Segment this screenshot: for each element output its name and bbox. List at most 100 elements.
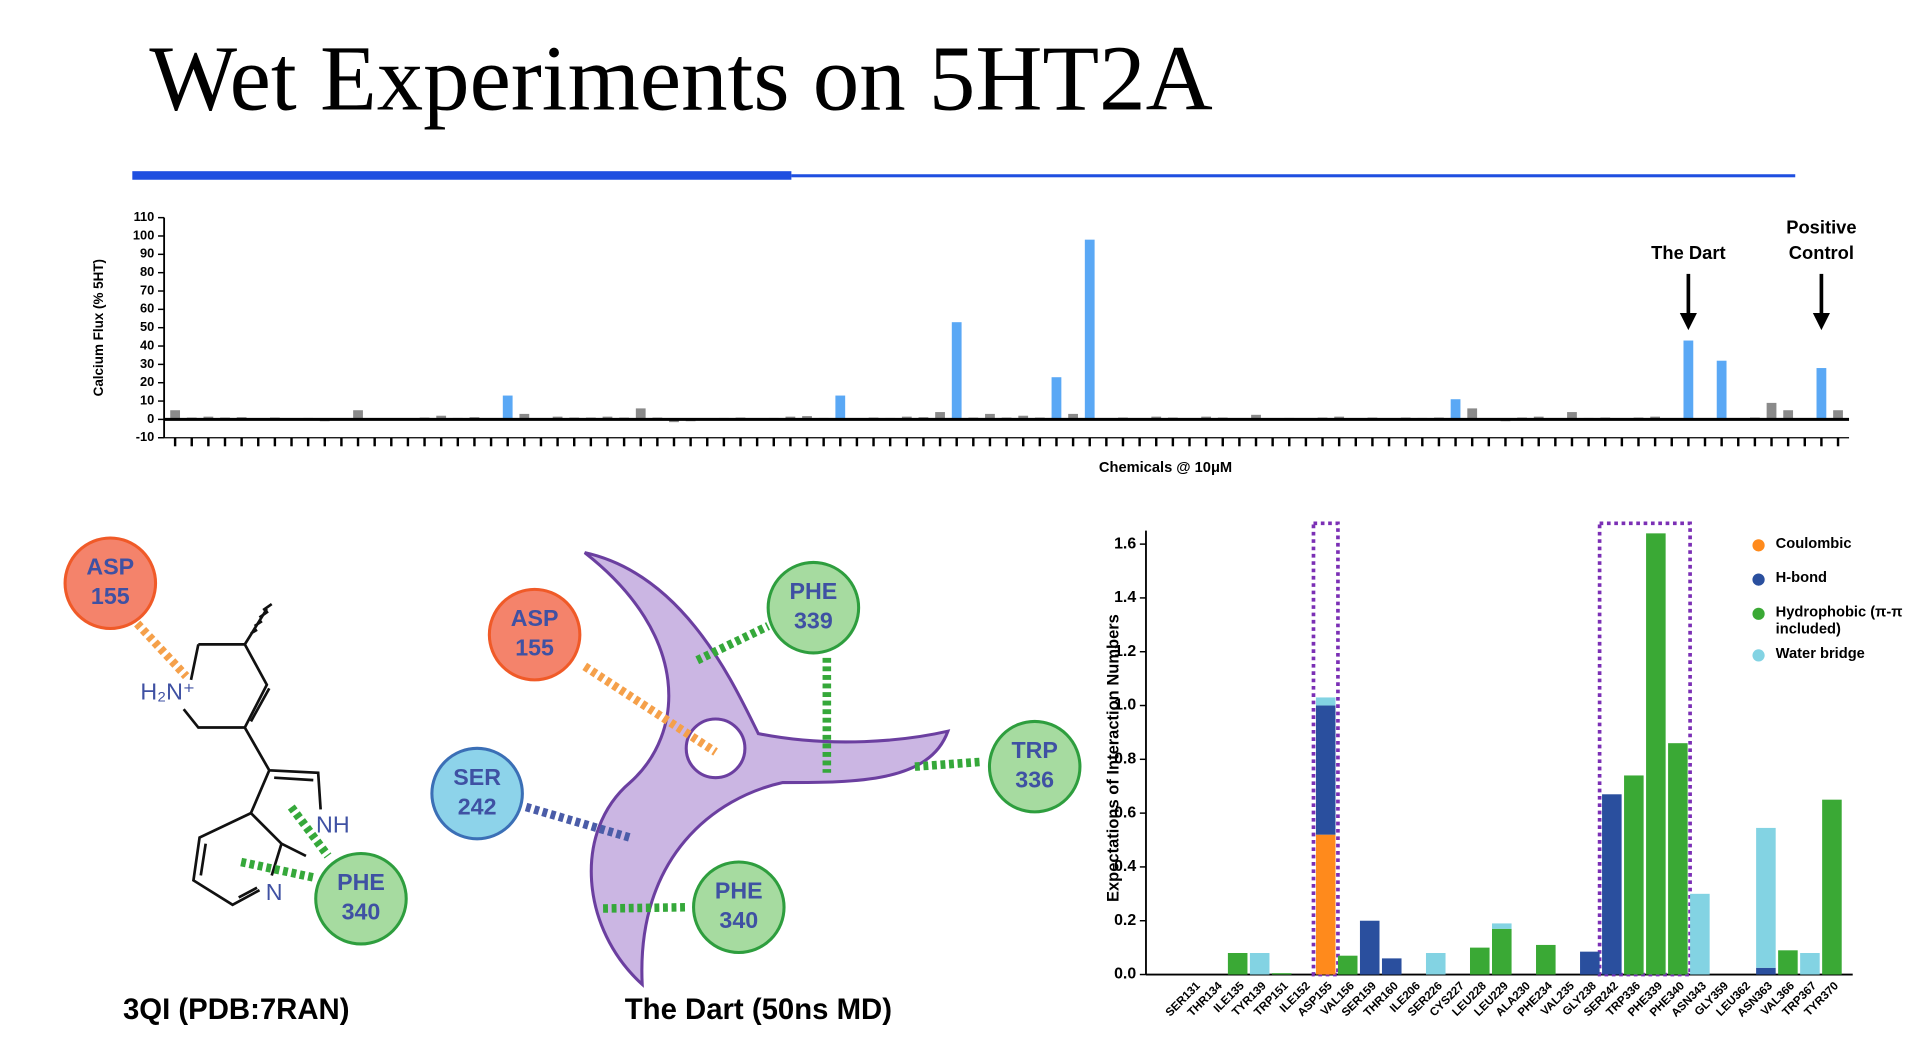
bar-segment: [1822, 799, 1842, 975]
interaction: [524, 802, 632, 842]
bar: [835, 395, 846, 420]
bar-segment: [1778, 950, 1798, 975]
annotation: Positive Control: [1786, 217, 1857, 265]
slide-title: Wet Experiments on 5HT2A: [149, 27, 1212, 130]
legend-marker: [1752, 573, 1765, 586]
y-axis-label: Calcium Flux (% 5HT): [91, 259, 106, 396]
y-tick-label: 0: [147, 411, 154, 426]
residue-name: TRP: [1011, 737, 1057, 763]
y-tick-label: 20: [140, 374, 154, 389]
bar-segment: [1315, 697, 1336, 706]
bar-segment: [1271, 973, 1292, 975]
bar-segment: [1337, 955, 1358, 975]
legend-marker: [1752, 649, 1765, 662]
bar: [1816, 368, 1827, 420]
residue-name: PHE: [790, 578, 838, 604]
residue-name: ASP: [86, 554, 134, 580]
y-tick-label: 0.0: [1114, 966, 1136, 983]
bar: [353, 410, 363, 420]
bar: [1018, 415, 1029, 420]
bar-segment: [1227, 953, 1248, 975]
residue-number: 242: [458, 793, 497, 819]
bar-segment: [1359, 920, 1380, 975]
bar: [1716, 360, 1727, 420]
y-tick-label: 10: [140, 392, 154, 407]
bar: [1683, 340, 1694, 420]
residue-name: PHE: [715, 878, 763, 904]
bar: [935, 412, 945, 420]
y-tick-label: 30: [140, 356, 154, 371]
bar: [951, 322, 962, 420]
annotation-box: The Dart: [1651, 243, 1726, 265]
bar-segment: [1381, 958, 1402, 975]
bar: [1833, 410, 1843, 420]
y-tick-label: 40: [140, 337, 154, 352]
legend-label: Water bridge: [1775, 644, 1865, 662]
bar: [1450, 399, 1461, 420]
bar-segment: [1800, 953, 1820, 975]
interactions-left: [134, 620, 332, 883]
residue-node: [430, 746, 524, 841]
y-tick-label: 0.4: [1114, 858, 1136, 875]
y-tick-label: 90: [140, 246, 154, 261]
bar: [1567, 412, 1577, 420]
bar: [1467, 408, 1478, 420]
residue-node: [487, 587, 582, 682]
bar-segment: [1315, 834, 1336, 975]
bar: [1766, 402, 1777, 420]
residue-node: [63, 536, 158, 631]
bar-segment: [1469, 947, 1490, 975]
bar-segment: [1602, 794, 1622, 975]
bar-segment: [1492, 923, 1512, 929]
atom-label: N: [266, 879, 283, 905]
bar-segment: [1249, 953, 1270, 975]
bar: [985, 413, 995, 420]
atom-label: NH: [316, 812, 350, 838]
bar: [436, 415, 447, 420]
title-rule-thick: [132, 171, 792, 180]
bar: [1783, 410, 1794, 420]
diagram-caption: The Dart (50ns MD): [625, 993, 892, 1026]
double-bond: [249, 687, 271, 723]
bar-segment: [1756, 827, 1776, 968]
interaction: [287, 804, 332, 859]
residue-node: [692, 860, 786, 955]
y-tick-label: 0.6: [1114, 804, 1136, 821]
annotation-arrowhead: [1679, 313, 1697, 331]
residue-name: PHE: [337, 869, 385, 895]
residue-node: [314, 851, 408, 946]
legend-label-box: Water bridge: [1775, 644, 1865, 662]
legend-marker: [1752, 539, 1765, 552]
annotation: The Dart: [1651, 243, 1726, 265]
x-axis-label: Chemicals @ 10μM: [1099, 460, 1232, 476]
bar: [1084, 239, 1095, 420]
y-tick-label: -10: [136, 429, 155, 444]
bar-segment: [1315, 705, 1336, 835]
residue-node: [987, 719, 1082, 814]
residue-name: SER: [453, 764, 501, 790]
atom-label: H₂N⁺: [140, 678, 195, 704]
bar: [1251, 414, 1261, 420]
bar-segment: [1624, 775, 1644, 975]
bar: [1068, 413, 1078, 420]
ring: [182, 643, 269, 729]
y-tick-label: 1.4: [1114, 589, 1136, 606]
methyl-wedge: [243, 602, 273, 646]
residue-name: ASP: [511, 605, 559, 631]
y-tick-label: 1.0: [1114, 697, 1136, 714]
interaction: [695, 622, 771, 665]
bar-segment: [1646, 533, 1666, 975]
y-tick-label: 0.2: [1114, 912, 1136, 929]
bar: [519, 413, 530, 420]
y-tick-label: 110: [134, 209, 155, 224]
molecule: [182, 602, 322, 907]
residue-number: 340: [342, 899, 381, 925]
bar: [802, 416, 812, 420]
interactions-dart: [524, 622, 983, 913]
bar-segment: [1668, 743, 1688, 975]
pyrrole: [243, 726, 322, 858]
annotation-box: Positive Control: [1786, 217, 1857, 265]
diagram-caption: 3QI (PDB:7RAN): [123, 993, 350, 1026]
